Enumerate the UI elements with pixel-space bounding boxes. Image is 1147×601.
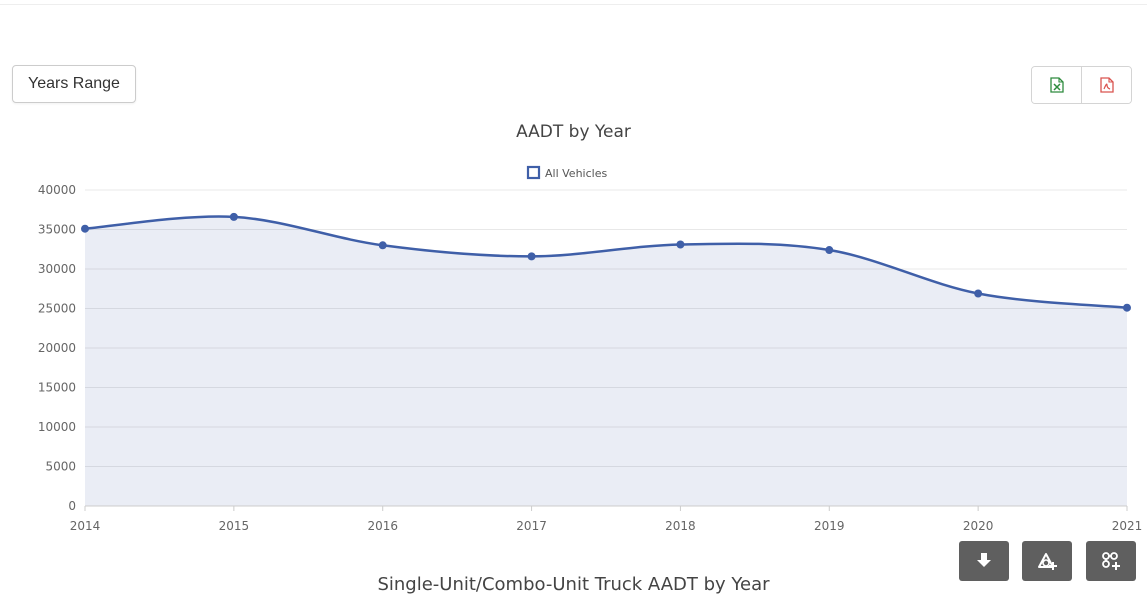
series-area-fill (85, 216, 1127, 506)
legend-label: All Vehicles (545, 167, 607, 180)
data-point-2017 (527, 252, 536, 261)
x-tick-label-0: 2014 (70, 519, 101, 533)
x-tick-label-6: 2020 (963, 519, 994, 533)
add-network-icon (1102, 552, 1120, 570)
data-point-2020 (974, 289, 983, 298)
next-chart-title: Single-Unit/Combo-Unit Truck AADT by Yea… (377, 574, 770, 595)
data-point-2018 (676, 240, 685, 249)
x-tick-label-1: 2015 (219, 519, 250, 533)
data-point-2014 (81, 224, 89, 233)
y-tick-label-1: 5000 (45, 460, 76, 474)
x-tick-label-2: 2016 (367, 519, 398, 533)
y-tick-label-4: 20000 (38, 341, 76, 355)
export-button-group (1031, 66, 1132, 104)
x-tick-label-5: 2019 (814, 519, 845, 533)
add-layer-button[interactable] (1022, 541, 1072, 581)
data-point-2019 (825, 246, 834, 255)
axis-layer: 0 5000 10000 15000 20000 25000 30000 35000 40000… (38, 183, 1142, 533)
download-button[interactable] (959, 541, 1009, 581)
data-point-2016 (378, 241, 387, 250)
y-tick-label-0: 0 (68, 499, 76, 513)
x-tick-label-3: 2017 (516, 519, 547, 533)
series-line-all-vehicles (84, 215, 1128, 309)
aadt-line-chart: 0 5000 10000 15000 20000 25000 30000 35000 40000… (38, 165, 1142, 533)
y-tick-label-6: 30000 (38, 262, 76, 276)
legend[interactable]: All Vehicles (526, 165, 607, 180)
add-network-button[interactable] (1086, 541, 1136, 581)
data-point-2021 (1123, 303, 1131, 312)
area-layer (85, 216, 1127, 506)
point-layer (81, 212, 1131, 312)
legend-swatch (526, 165, 541, 180)
y-tick-label-5: 25000 (38, 302, 76, 316)
y-tick-label-8: 40000 (38, 183, 76, 197)
data-point-2015 (229, 212, 238, 221)
add-layer-icon (1038, 553, 1057, 570)
y-tick-label-2: 10000 (38, 420, 76, 434)
x-tick-label-7: 2021 (1112, 519, 1143, 533)
download-icon (977, 553, 991, 567)
pdf-file-icon (1099, 77, 1114, 93)
excel-export-button[interactable] (1032, 67, 1081, 103)
chart-title: AADT by Year (516, 122, 631, 142)
years-range-button[interactable]: Years Range (12, 65, 136, 103)
excel-file-icon (1049, 77, 1064, 93)
line-layer (84, 215, 1128, 309)
y-tick-label-3: 15000 (38, 381, 76, 395)
top-divider (0, 4, 1147, 5)
y-tick-label-7: 35000 (38, 223, 76, 237)
x-tick-label-4: 2018 (665, 519, 696, 533)
pdf-export-button[interactable] (1081, 67, 1131, 103)
